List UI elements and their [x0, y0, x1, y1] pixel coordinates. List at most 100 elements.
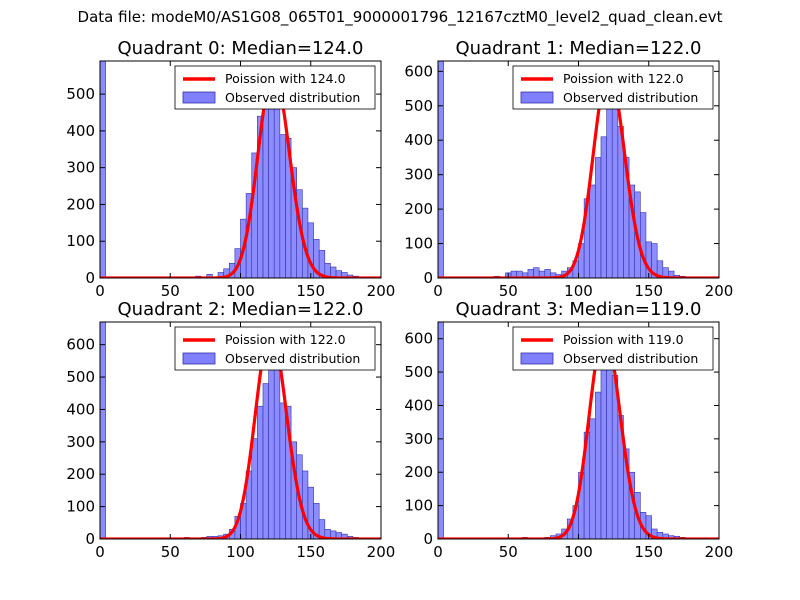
histogram-bar [640, 212, 647, 278]
histogram-bar [268, 102, 275, 278]
histogram-bar [257, 405, 264, 539]
y-tick-label: 300 [66, 159, 95, 177]
histogram-bar [606, 105, 613, 278]
histogram-bar [645, 515, 652, 539]
y-tick-label: 300 [404, 430, 433, 448]
y-tick-label: 600 [66, 336, 95, 354]
y-tick-label: 200 [404, 463, 433, 481]
legend-bar-swatch [520, 91, 554, 104]
histogram-bar [262, 108, 269, 278]
x-tick-label: 150 [634, 282, 663, 300]
x-tick-label: 50 [161, 543, 180, 561]
chart-title: Quadrant 1: Median=122.0 [456, 38, 702, 59]
x-tick-label: 200 [367, 282, 396, 300]
y-tick-label: 100 [66, 232, 95, 250]
x-tick-label: 0 [95, 282, 105, 300]
histogram-bar [273, 341, 281, 539]
y-tick-label: 0 [423, 530, 433, 548]
plot-area [438, 61, 719, 278]
y-tick-label: 0 [85, 269, 95, 287]
y-tick-label: 0 [423, 269, 433, 287]
legend-label-observed: Observed distribution [563, 351, 698, 366]
x-tick-label: 50 [499, 282, 518, 300]
histogram-bar [438, 322, 444, 539]
y-tick-label: 500 [66, 85, 95, 103]
y-tick-label: 200 [66, 465, 95, 483]
x-tick-label: 100 [564, 282, 593, 300]
histogram-bar [251, 438, 258, 539]
histogram-bar [606, 368, 613, 539]
histogram-bar [595, 391, 602, 539]
y-tick-label: 500 [404, 363, 433, 381]
x-tick-label: 150 [296, 282, 325, 300]
x-tick-label: 50 [499, 543, 518, 561]
histogram-bar [279, 134, 286, 278]
legend-label-observed: Observed distribution [225, 351, 360, 366]
plot-area [100, 322, 381, 539]
x-tick-label: 200 [705, 543, 734, 561]
x-tick-label: 0 [433, 282, 443, 300]
x-tick-label: 0 [95, 543, 105, 561]
histogram-bar [611, 91, 619, 278]
histogram-bar [589, 184, 596, 278]
histogram-bar [438, 61, 444, 278]
histogram-bar [595, 157, 602, 278]
y-tick-label: 600 [404, 62, 433, 80]
y-tick-label: 400 [66, 122, 95, 140]
histogram-bar [100, 322, 106, 539]
x-tick-label: 100 [226, 543, 255, 561]
legend-bar-swatch [182, 352, 216, 365]
x-tick-label: 150 [296, 543, 325, 561]
x-tick-label: 50 [161, 282, 180, 300]
histogram-bar [589, 418, 596, 539]
y-tick-label: 0 [85, 530, 95, 548]
histogram-bar [262, 383, 269, 539]
legend-label-observed: Observed distribution [225, 90, 360, 105]
y-tick-label: 200 [404, 200, 433, 218]
legend-label-poisson: Poission with 122.0 [225, 332, 346, 347]
legend-label-poisson: Poission with 119.0 [563, 332, 684, 347]
legend-label-poisson: Poission with 122.0 [563, 71, 684, 86]
histogram-bar [100, 61, 106, 278]
legend-label-observed: Observed distribution [563, 90, 698, 105]
x-tick-label: 100 [226, 282, 255, 300]
chart-panel-quadrant-3: 0 50 100 150 200 0 100 200 300 400 500 600 Quadrant … [404, 299, 733, 561]
legend-label-poisson: Poission with 124.0 [225, 71, 346, 86]
histogram-bar [600, 136, 607, 278]
y-tick-label: 500 [404, 97, 433, 115]
legend-bar-swatch [182, 91, 216, 104]
histogram-bar [302, 470, 309, 539]
histogram-bar [279, 402, 286, 539]
y-tick-label: 500 [66, 368, 95, 386]
figure-suptitle: Data file: modeM0/AS1G08_065T01_90000017… [77, 8, 723, 26]
y-tick-label: 300 [66, 433, 95, 451]
y-tick-label: 100 [66, 498, 95, 516]
x-tick-label: 150 [634, 543, 663, 561]
histogram-bar [600, 365, 607, 539]
y-tick-label: 200 [66, 195, 95, 213]
chart-panel-quadrant-2: 0 50 100 150 200 0 100 200 300 400 500 600 Quadrant … [66, 299, 395, 561]
legend: Poission with 119.0 Observed distribution [512, 326, 714, 371]
x-tick-label: 200 [705, 282, 734, 300]
chart-title: Quadrant 2: Median=122.0 [118, 299, 364, 320]
y-tick-label: 300 [404, 166, 433, 184]
chart-title: Quadrant 3: Median=119.0 [456, 299, 702, 320]
legend: Poission with 122.0 Observed distribution [512, 65, 714, 110]
chart-panel-quadrant-0: 0 50 100 150 200 0 100 200 300 400 500 Quadrant 0: … [66, 38, 395, 300]
x-tick-label: 0 [433, 543, 443, 561]
plot-area [438, 322, 719, 539]
legend: Poission with 122.0 Observed distribution [174, 326, 376, 371]
y-tick-label: 600 [404, 330, 433, 348]
histogram-bar [268, 357, 275, 539]
x-tick-label: 100 [564, 543, 593, 561]
y-tick-label: 100 [404, 235, 433, 253]
legend: Poission with 124.0 Observed distribution [174, 65, 376, 110]
y-tick-label: 400 [404, 396, 433, 414]
chart-title: Quadrant 0: Median=124.0 [118, 38, 364, 59]
histogram-bar [273, 93, 281, 278]
histogram-bar [668, 270, 675, 278]
x-tick-label: 200 [367, 543, 396, 561]
y-tick-label: 100 [404, 497, 433, 515]
chart-panel-quadrant-1: 0 50 100 150 200 0 100 200 300 400 500 600 Quadrant … [404, 38, 733, 300]
